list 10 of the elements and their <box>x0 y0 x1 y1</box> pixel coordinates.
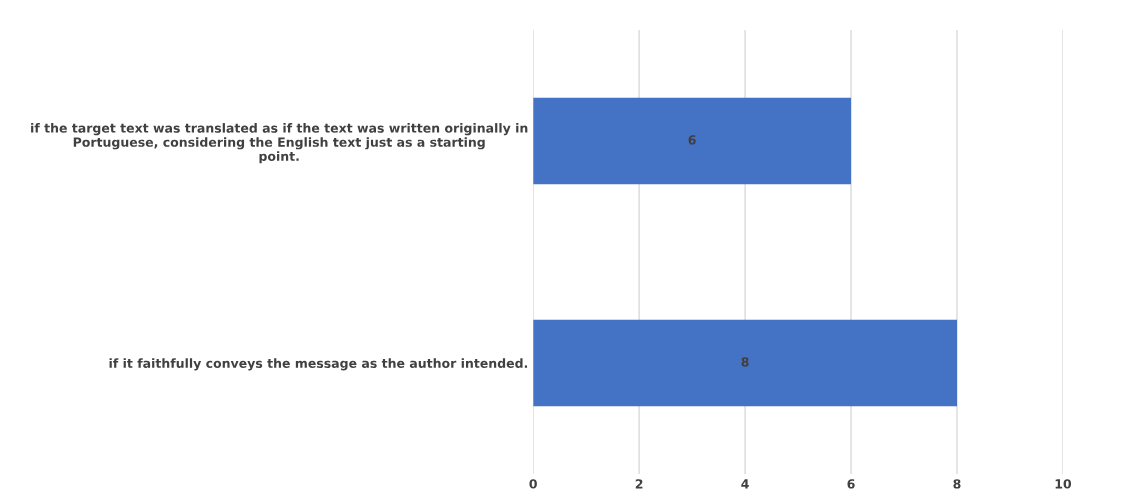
x-tick-label: 6 <box>847 479 855 489</box>
x-tick-label: 10 <box>1055 479 1072 489</box>
x-tick-label: 4 <box>741 479 749 489</box>
x-tick-label: 8 <box>953 479 961 489</box>
y-tick-label: if it faithfully conveys the message as the author intended. <box>109 358 528 371</box>
y-tick-label: if the target text was translated as if the text was written originally in Portuguese, considering the English text just as a starting point. <box>31 123 528 164</box>
data-label: 6 <box>688 135 696 145</box>
x-tick-label: 2 <box>635 479 643 489</box>
x-tick-label: 0 <box>529 479 537 489</box>
data-label: 8 <box>741 357 749 367</box>
